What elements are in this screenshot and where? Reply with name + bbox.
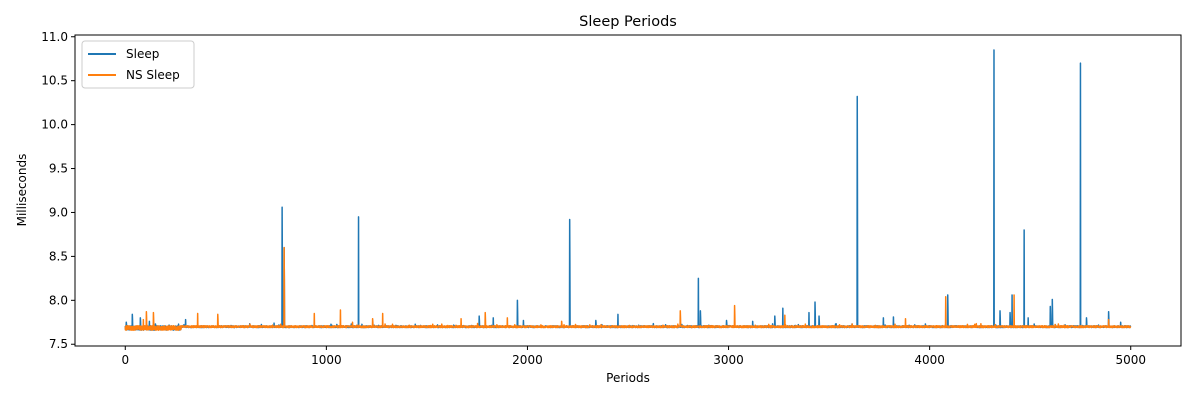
x-tick-label: 5000 xyxy=(1115,353,1146,367)
y-tick-label: 8.5 xyxy=(49,249,68,263)
legend-ns-sleep-label: NS Sleep xyxy=(126,68,180,82)
y-tick-label: 10.5 xyxy=(41,74,68,88)
x-axis: 0 1000 2000 3000 4000 5000 xyxy=(121,346,1146,367)
y-tick-label: 9.5 xyxy=(49,162,68,176)
x-tick-label: 3000 xyxy=(713,353,744,367)
series-layer xyxy=(124,49,1132,331)
y-tick-label: 11.0 xyxy=(41,30,68,44)
x-tick-label: 2000 xyxy=(512,353,543,367)
chart-title: Sleep Periods xyxy=(579,14,677,30)
y-tick-label: 9.0 xyxy=(49,205,68,219)
y-tick-label: 8.0 xyxy=(49,293,68,307)
y-axis-label: Milliseconds xyxy=(15,154,29,227)
plot-frame xyxy=(74,34,1182,347)
legend-sleep-label: Sleep xyxy=(126,47,159,61)
y-tick-label: 10.0 xyxy=(41,118,68,132)
x-tick-label: 1000 xyxy=(311,353,342,367)
legend-box xyxy=(81,40,195,89)
series-line-ns-sleep xyxy=(124,246,1132,331)
x-tick-label: 4000 xyxy=(914,353,945,367)
legend: Sleep NS Sleep xyxy=(81,40,195,89)
x-tick-label: 0 xyxy=(121,353,129,367)
x-axis-label: Periods xyxy=(606,371,650,385)
y-axis: 7.5 8.0 8.5 9.0 9.5 10.0 10.5 11.0 xyxy=(41,30,75,351)
y-tick-label: 7.5 xyxy=(49,337,68,351)
